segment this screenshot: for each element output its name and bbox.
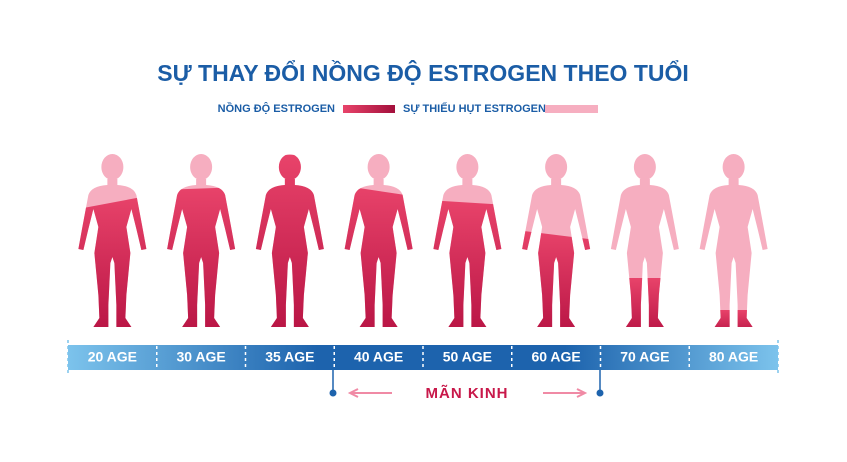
legend-label: SỰ THIẾU HỤT ESTROGEN [403,102,546,115]
legend-swatch [343,105,395,113]
age-label: 50 AGE [443,349,492,365]
figure [78,154,147,327]
estrogen-fill [610,278,679,327]
age-label: 80 AGE [709,349,758,365]
age-label: 40 AGE [354,349,403,365]
figure [255,154,324,327]
menopause-start [329,389,337,397]
figure [699,154,768,327]
legend-label: NỒNG ĐỘ ESTROGEN [218,102,335,115]
menopause-label: MÃN KINH [426,384,509,402]
estrogen-fill [433,200,502,327]
title: SỰ THAY ĐỔI NỒNG ĐỘ ESTROGEN THEO TUỔI [157,59,689,86]
arrow-right [543,388,588,398]
legend-swatch [545,105,598,113]
age-label: 35 AGE [265,349,314,365]
menopause-end [596,389,604,397]
deficit-fill [699,154,768,327]
estrogen-fill [255,155,324,327]
figure [433,154,502,327]
estrogen-fill [167,187,236,327]
figure [610,154,679,327]
deficit-fill [610,154,679,327]
estrogen-fill [344,185,413,327]
age-label: 20 AGE [88,349,137,365]
age-label: 60 AGE [531,349,580,365]
arrow-left [347,388,392,398]
estrogen-fill [522,230,591,327]
age-label: 30 AGE [176,349,225,365]
figure [167,154,236,327]
estrogen-fill [78,195,147,327]
figure [522,154,591,327]
age-label: 70 AGE [620,349,669,365]
figure [344,154,413,327]
estrogen-fill [699,310,768,327]
